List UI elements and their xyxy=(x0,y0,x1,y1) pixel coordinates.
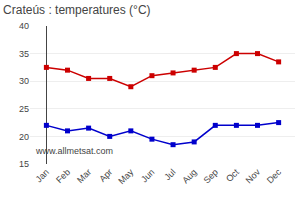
svg-text:Crateús : temperatures (°C): Crateús : temperatures (°C) xyxy=(3,3,151,17)
svg-text:15: 15 xyxy=(19,159,29,169)
svg-text:www.allmetsat.com: www.allmetsat.com xyxy=(35,146,113,156)
svg-text:Dec: Dec xyxy=(265,167,284,186)
svg-text:Jul: Jul xyxy=(162,167,177,182)
svg-text:Jun: Jun xyxy=(139,167,156,184)
svg-text:20: 20 xyxy=(19,132,29,142)
svg-text:30: 30 xyxy=(19,76,29,86)
svg-text:35: 35 xyxy=(19,49,29,59)
svg-text:Apr: Apr xyxy=(97,167,114,184)
svg-text:May: May xyxy=(116,167,135,186)
svg-text:Feb: Feb xyxy=(54,167,72,185)
svg-text:Oct: Oct xyxy=(224,167,241,184)
svg-text:Aug: Aug xyxy=(180,167,198,185)
svg-text:25: 25 xyxy=(19,104,29,114)
svg-text:Jan: Jan xyxy=(34,167,51,184)
svg-text:Mar: Mar xyxy=(75,167,93,185)
svg-text:40: 40 xyxy=(19,21,29,31)
svg-text:Sep: Sep xyxy=(201,167,219,185)
svg-text:Nov: Nov xyxy=(244,167,263,186)
